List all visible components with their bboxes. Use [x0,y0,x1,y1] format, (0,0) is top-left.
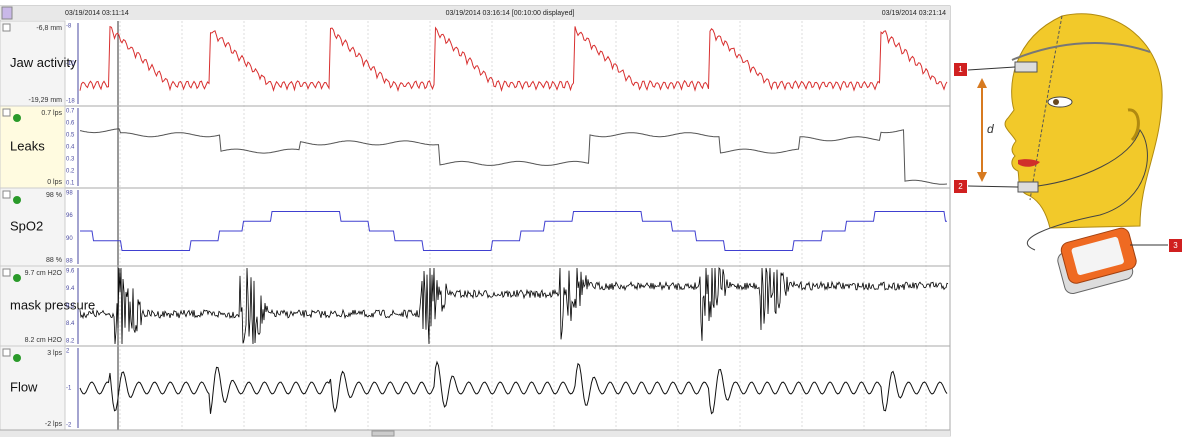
scale-label: 9.6 [66,269,75,275]
channel-panel [0,265,66,347]
start-time: 03/19/2014 03:11:14 [65,10,129,17]
channel-bottom: 88 % [46,257,62,264]
scale-label: -10 [66,61,75,67]
midline [1029,15,1063,201]
head-illustration: d 1 2 3 [954,13,1182,295]
channel-label: Flow [10,379,38,394]
channel-checkbox[interactable] [2,268,11,277]
channel-checkbox[interactable] [2,108,11,117]
channel-top: 3 lps [47,350,62,357]
scale-label: -8 [66,24,72,30]
channel-top: 98 % [46,192,62,199]
scale-label: 0.5 [66,133,75,139]
channel-top: 9.7 cm H2O [25,270,63,277]
signal-trace [79,360,948,415]
scale-label: 0.4 [66,145,75,151]
scale-label: -1 [66,386,72,392]
channel-checkbox[interactable] [2,348,11,357]
marker-box [954,180,967,193]
channel-panel [0,187,66,267]
scale-label: 9.2 [66,304,75,310]
channel-bottom: 0 lps [47,179,62,186]
end-time: 03/19/2014 03:21:14 [882,10,946,17]
marker-label: 1 [958,65,963,74]
marker-label: 2 [958,182,963,191]
scale-label: 8.2 [66,339,75,345]
scroll-thumb[interactable] [371,430,395,437]
channel-label: mask pressure [10,297,95,312]
marker-box [1169,239,1182,252]
scale-label: 0.2 [66,169,75,175]
channel-checkbox[interactable] [2,190,11,199]
channel-toggle[interactable] [13,114,21,122]
channel-label: Jaw activity [10,55,77,70]
channel-toggle[interactable] [13,196,21,204]
channel-bottom: 8.2 cm H2O [25,337,63,344]
channel-toggle[interactable] [13,354,21,362]
head [1004,13,1163,229]
scrollbar[interactable] [0,430,950,437]
pupil [1053,99,1059,105]
viewer-frame [0,5,951,437]
scale-label: 88 [66,259,73,265]
sensor-1 [1014,61,1038,73]
channel-checkbox[interactable] [2,23,11,32]
head-strap [1011,42,1151,61]
scale-label: 98 [66,191,73,197]
eye [1047,96,1073,108]
scale-label: 8.4 [66,321,75,327]
channel-panel [0,345,66,431]
device [1057,227,1137,295]
distance-label: d [987,122,994,136]
channel-panel [0,105,66,189]
ear [1127,108,1140,142]
signal-trace [80,211,947,251]
scale-label: 0.6 [66,121,75,127]
channel-label: Leaks [10,138,45,153]
cable [1026,128,1148,251]
menu-button[interactable] [1,6,13,20]
signal-trace [79,267,949,345]
signal-trace [79,128,948,185]
channel-panel [0,20,66,107]
scale-label: 0.7 [66,109,75,115]
pointer-2 [967,185,1019,188]
channel-bottom: -19,29 mm [29,97,63,104]
channel-toggle[interactable] [13,274,21,282]
lips [1018,159,1040,167]
center-time: 03/19/2014 03:16:14 [00:10:00 displayed] [446,10,575,17]
scale-label: 9.4 [66,286,75,292]
channel-label: SpO2 [10,218,43,233]
pointer-1 [967,66,1016,71]
marker-label: 3 [1173,241,1178,250]
scale-label: -18 [66,99,75,105]
device-screen [1071,236,1124,276]
scale-label: 96 [66,213,73,219]
scale-label: 2 [66,349,70,355]
header-bar [0,6,950,20]
scale-label: 0.1 [66,181,75,187]
sensor-2 [1017,181,1039,193]
marker-box [954,63,967,76]
channel-bottom: -2 lps [45,421,63,428]
scale-label: 90 [66,236,73,242]
channel-top: 0.7 lps [41,110,62,117]
scale-label: 0.3 [66,157,75,163]
signal-trace [79,25,948,93]
traces: -6,8 mm -19,29 mm Jaw activity -8 -10 -18 0.7 … [0,20,950,431]
channel-top: -6,8 mm [36,25,62,32]
scale-label: -2 [66,423,72,429]
